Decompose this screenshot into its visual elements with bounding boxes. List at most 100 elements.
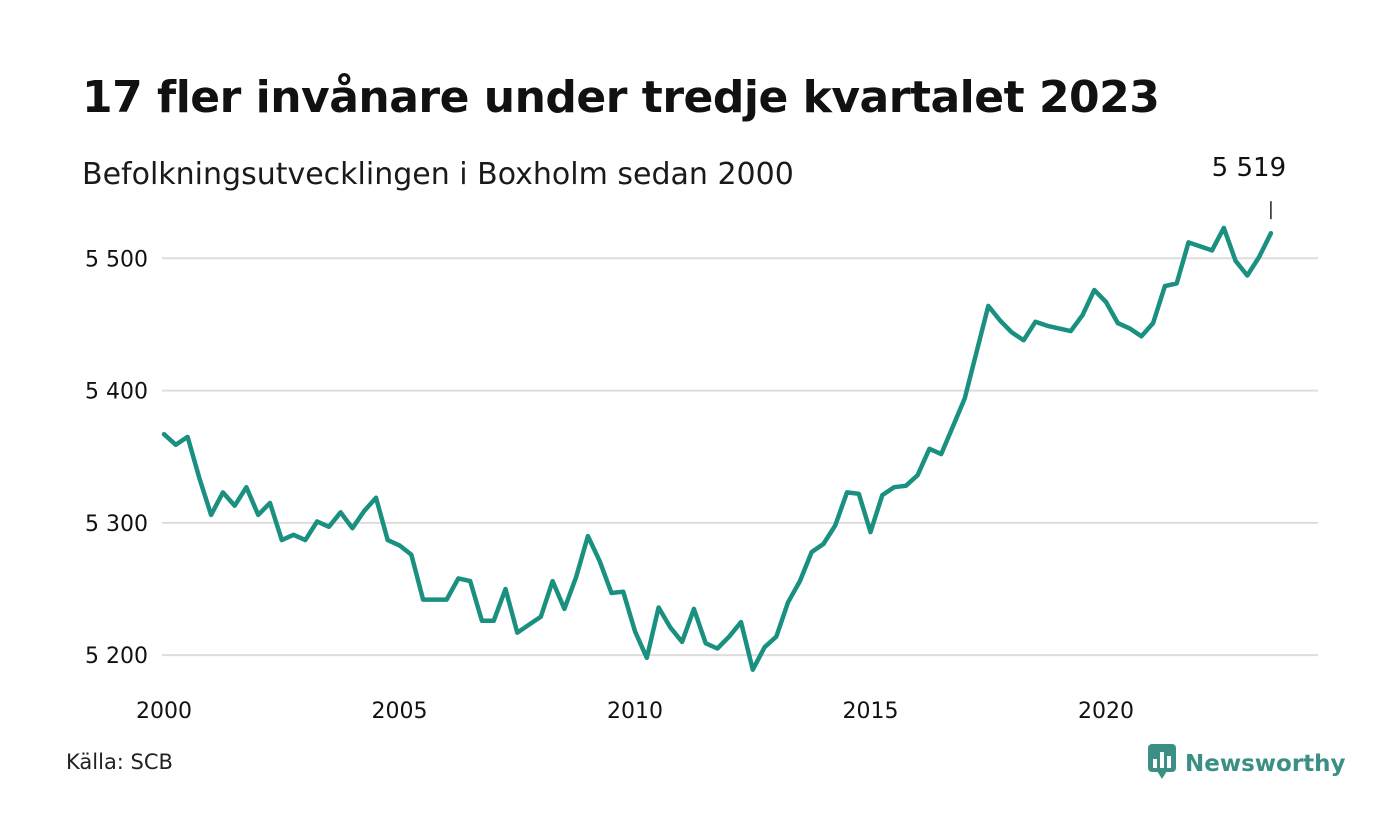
data-point [374,496,378,500]
data-point [668,625,672,629]
data-point [315,519,319,523]
x-tick-label: 2000 [136,699,192,724]
data-point [880,493,884,497]
data-point [1139,334,1143,338]
data-point [209,513,213,517]
data-point [963,396,967,400]
data-point [951,424,955,428]
bar-chart-speech-bubble-icon [1147,743,1177,785]
data-point [1222,226,1226,230]
data-point [998,318,1002,322]
data-point [1245,273,1249,277]
data-point [480,619,484,623]
data-point [1186,240,1190,244]
data-point [904,484,908,488]
data-point [362,509,366,513]
annotation-label: 5 519 [1212,153,1286,183]
data-point [338,510,342,514]
x-tick-label: 2005 [372,699,428,724]
annotation-layer: 5 519 [1212,153,1286,220]
data-point [1080,313,1084,317]
x-tick-label: 2020 [1078,699,1134,724]
data-point [1069,329,1073,333]
brand-name: Newsworthy [1185,751,1346,777]
data-point [1057,326,1061,330]
data-point [798,579,802,583]
y-tick-label: 5 500 [85,247,148,272]
grid-lines [162,257,1318,657]
data-point [1233,259,1237,263]
data-point [185,435,189,439]
line-chart: 5 200 5 300 5 400 5 500 2000 2005 2010 2015 202… [85,153,1318,724]
data-point [939,452,943,456]
data-point [562,607,566,611]
data-point [280,538,284,542]
data-point [327,525,331,529]
source-note: Källa: SCB [66,750,173,774]
data-point [727,634,731,638]
data-point [409,552,413,556]
data-point [433,597,437,601]
newsworthy-logo: Newsworthy [1147,743,1346,785]
data-point [809,550,813,554]
data-point [1174,281,1178,285]
data-point [291,533,295,537]
data-point [645,656,649,660]
data-point [680,640,684,644]
data-point [715,646,719,650]
y-tick-label: 5 400 [85,380,148,405]
data-point [633,629,637,633]
data-point [762,645,766,649]
data-point [468,579,472,583]
series-line [161,225,1274,672]
data-point [574,575,578,579]
data-point [1033,320,1037,324]
data-point [268,501,272,505]
data-point [421,597,425,601]
data-point [1092,288,1096,292]
data-point [1269,231,1273,235]
data-point [974,350,978,354]
data-point [915,473,919,477]
data-point [833,523,837,527]
data-point [1151,321,1155,325]
x-axis-tick-labels: 2000 2005 2010 2015 2020 [136,699,1134,724]
data-point [550,579,554,583]
data-point [1198,244,1202,248]
series-layer [161,225,1274,672]
data-point [444,597,448,601]
data-point [751,668,755,672]
data-point [821,542,825,546]
data-point [539,615,543,619]
x-tick-label: 2015 [843,699,899,724]
data-point [1163,284,1167,288]
data-point [1116,321,1120,325]
data-point [456,576,460,580]
data-point [350,526,354,530]
data-point [515,630,519,634]
data-point [692,607,696,611]
data-point [397,543,401,547]
data-point [892,485,896,489]
data-point [386,538,390,542]
data-point [174,443,178,447]
data-point [221,490,225,494]
data-point [1210,248,1214,252]
data-point [986,304,990,308]
data-point [857,492,861,496]
data-point [162,432,166,436]
chart-subtitle: Befolkningsutvecklingen i Boxholm sedan … [82,157,794,192]
y-tick-label: 5 300 [85,512,148,537]
data-point [597,559,601,563]
data-point [1104,300,1108,304]
y-axis-tick-labels: 5 200 5 300 5 400 5 500 [85,247,148,669]
data-point [774,634,778,638]
x-tick-label: 2010 [607,699,663,724]
data-point [868,530,872,534]
data-point [1045,324,1049,328]
data-point [1127,326,1131,330]
data-point [197,476,201,480]
data-point [244,485,248,489]
data-point [492,619,496,623]
data-point [256,513,260,517]
